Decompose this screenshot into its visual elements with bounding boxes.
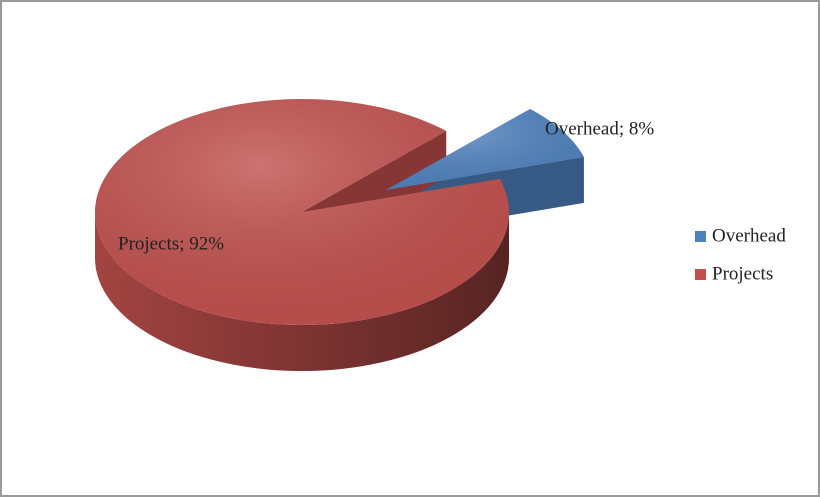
slice-highlight [386, 108, 584, 190]
legend-label: Overhead [712, 225, 786, 246]
data-label: Overhead; 8% [545, 118, 654, 139]
legend-swatch [695, 269, 706, 280]
legend-swatch [695, 231, 706, 242]
slice-side-shade [95, 212, 509, 371]
data-label: Projects; 92% [118, 233, 224, 254]
legend-label: Projects [712, 263, 773, 284]
slice-highlight [95, 98, 509, 326]
